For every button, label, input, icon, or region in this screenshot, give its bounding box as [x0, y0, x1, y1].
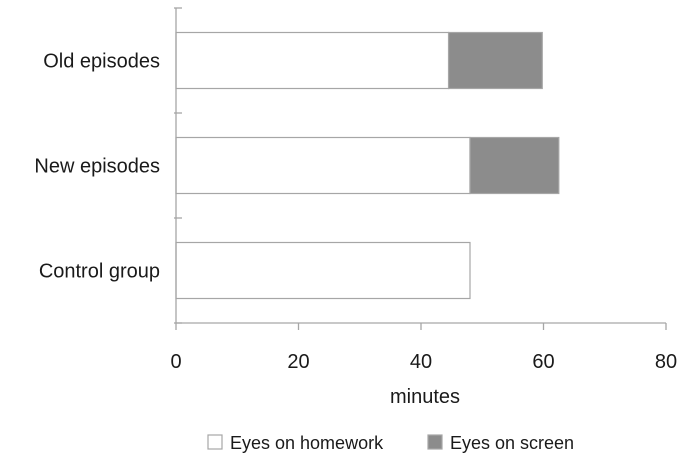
legend-label-homework: Eyes on homework — [230, 433, 384, 453]
axes-group — [174, 7, 667, 330]
legend-label-screen: Eyes on screen — [450, 433, 574, 453]
bar-homework-2 — [175, 136, 471, 195]
bars-group — [175, 31, 560, 300]
bar-screen-1 — [447, 31, 543, 90]
x-tick-label: 20 — [287, 351, 309, 373]
category-label: Old episodes — [43, 51, 160, 73]
legend: Eyes on homework Eyes on screen — [207, 433, 574, 453]
legend-swatch-screen — [427, 434, 443, 450]
x-tick-label: 40 — [410, 351, 432, 373]
labels-group: Old episodes New episodes Control group 0 20… — [34, 51, 677, 374]
bar-screen-2 — [469, 136, 560, 195]
x-tick-label: 60 — [532, 351, 554, 373]
category-label: Control group — [39, 261, 160, 283]
legend-swatch-homework — [207, 434, 223, 450]
category-label: New episodes — [34, 156, 160, 178]
x-tick-label: 0 — [170, 351, 181, 373]
bar-homework-1 — [175, 31, 450, 90]
x-tick-label: 80 — [655, 351, 677, 373]
x-axis-title: minutes — [390, 386, 460, 408]
bar-homework-3 — [175, 241, 471, 300]
